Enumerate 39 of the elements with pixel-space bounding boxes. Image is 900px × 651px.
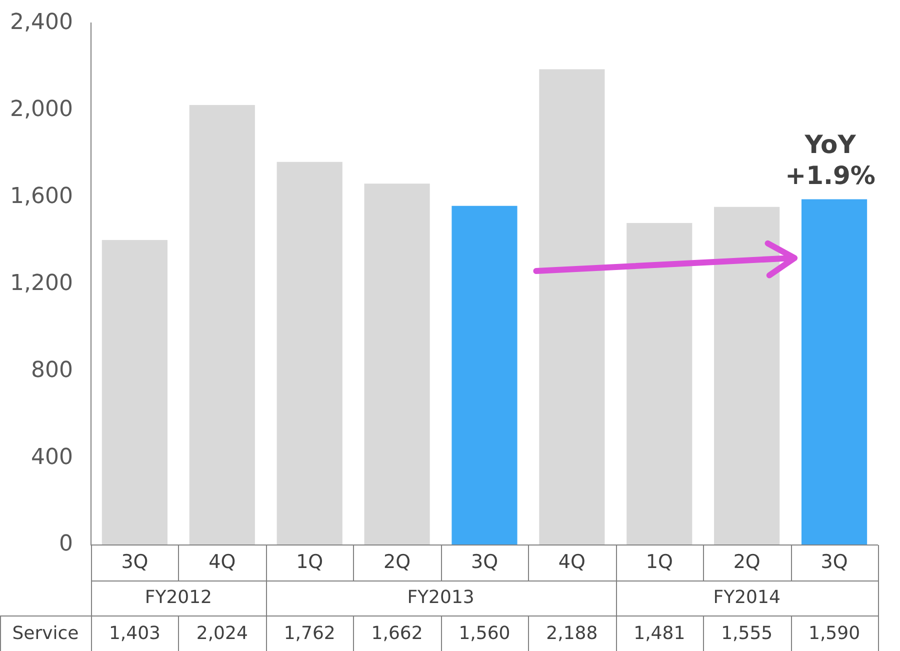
y-tick-label: 2,400	[10, 10, 73, 35]
data-label: 2,188	[546, 623, 598, 644]
text: FY2013	[407, 587, 474, 608]
bar	[626, 223, 692, 545]
data-label: 1,590	[808, 623, 860, 644]
text: FY2012	[144, 587, 212, 608]
y-tick-label: 400	[30, 444, 73, 470]
bar	[102, 240, 168, 545]
text: Service	[12, 623, 79, 644]
bar	[801, 199, 868, 545]
data-label: 1,481	[634, 623, 686, 644]
x-tick-label: 1Q	[646, 550, 673, 573]
y-tick-label: 1,600	[10, 184, 73, 209]
bar	[276, 162, 342, 545]
y-tick-label: 1,200	[10, 270, 73, 296]
bar	[189, 104, 255, 545]
bar	[364, 184, 430, 545]
x-tick-label: 4Q	[558, 550, 586, 573]
text: FY2014	[713, 587, 780, 608]
bar	[714, 206, 780, 545]
data-label: 1,560	[458, 623, 510, 644]
data-label: 1,555	[721, 623, 773, 644]
data-label: 2,024	[196, 623, 248, 644]
data-label: 1,662	[371, 623, 423, 644]
x-tick-label: 3Q	[820, 550, 848, 573]
x-tick-label: 2Q	[733, 550, 760, 573]
data-label: 1,403	[108, 623, 160, 644]
data-label: 1,762	[284, 623, 336, 644]
y-tick-label: 0	[58, 532, 73, 557]
x-tick-label: 3Q	[121, 550, 148, 573]
y-tick-label: 800	[30, 358, 73, 383]
bar	[539, 69, 605, 545]
annotation: YoY +1.9%	[785, 130, 876, 190]
x-tick-label: 3Q	[470, 550, 498, 573]
y-tick-label: 2,000	[10, 96, 73, 122]
x-tick-label: 1Q	[296, 550, 324, 573]
bar	[452, 206, 518, 545]
x-tick-label: 2Q	[384, 550, 411, 573]
x-tick-label: 4Q	[208, 550, 236, 573]
